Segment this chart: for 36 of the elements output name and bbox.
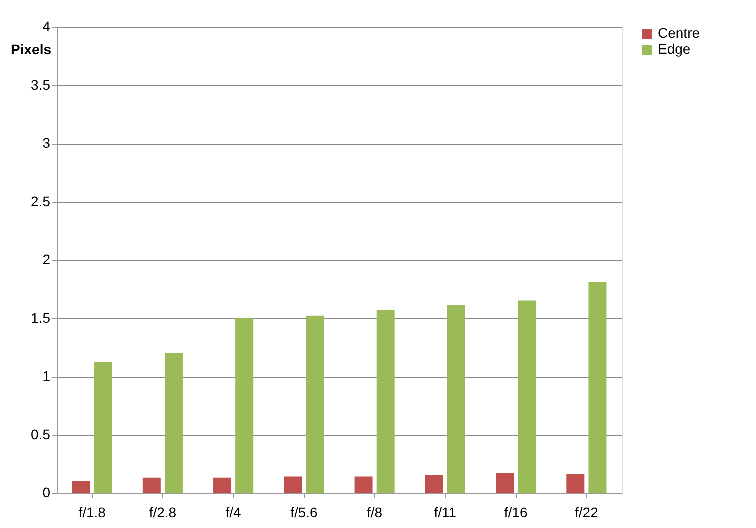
y-tick-label: 4 [42,18,51,34]
bar [236,318,254,493]
x-tick-label: f/22 [575,504,599,520]
bar [518,300,536,493]
y-tick-label: 2.5 [31,193,51,210]
bar [425,476,444,493]
y-tick-label: 0.5 [31,426,51,442]
bar [284,476,302,493]
x-tick-label: f/2.8 [149,504,177,520]
bar [496,473,514,493]
bar [447,305,466,493]
x-tick-label: f/1.8 [78,504,106,520]
bar [164,353,183,493]
x-tick-label: f/11 [434,504,457,520]
bar [214,478,232,493]
y-axis-title: Pixels [11,42,52,58]
bar [94,362,112,493]
bar [588,282,607,493]
legend-label: Edge [658,41,691,57]
bar [72,481,90,493]
bar [306,316,324,493]
y-tick-label: 3 [42,135,51,151]
y-tick-label: 2 [42,252,51,268]
x-tick-label: f/4 [226,504,242,520]
y-tick-label: 1 [42,368,51,384]
legend-label: Centre [658,25,700,41]
y-tick-label: 3.5 [31,76,51,93]
x-tick-label: f/16 [504,504,528,520]
bar [376,310,395,493]
bar [354,476,373,493]
y-tick-label: 0 [42,484,51,500]
bar [566,474,585,493]
x-tick-label: f/5.6 [290,504,318,520]
x-tick-label: f/8 [367,504,383,520]
bar [142,478,161,493]
y-tick-label: 1.5 [31,310,51,326]
